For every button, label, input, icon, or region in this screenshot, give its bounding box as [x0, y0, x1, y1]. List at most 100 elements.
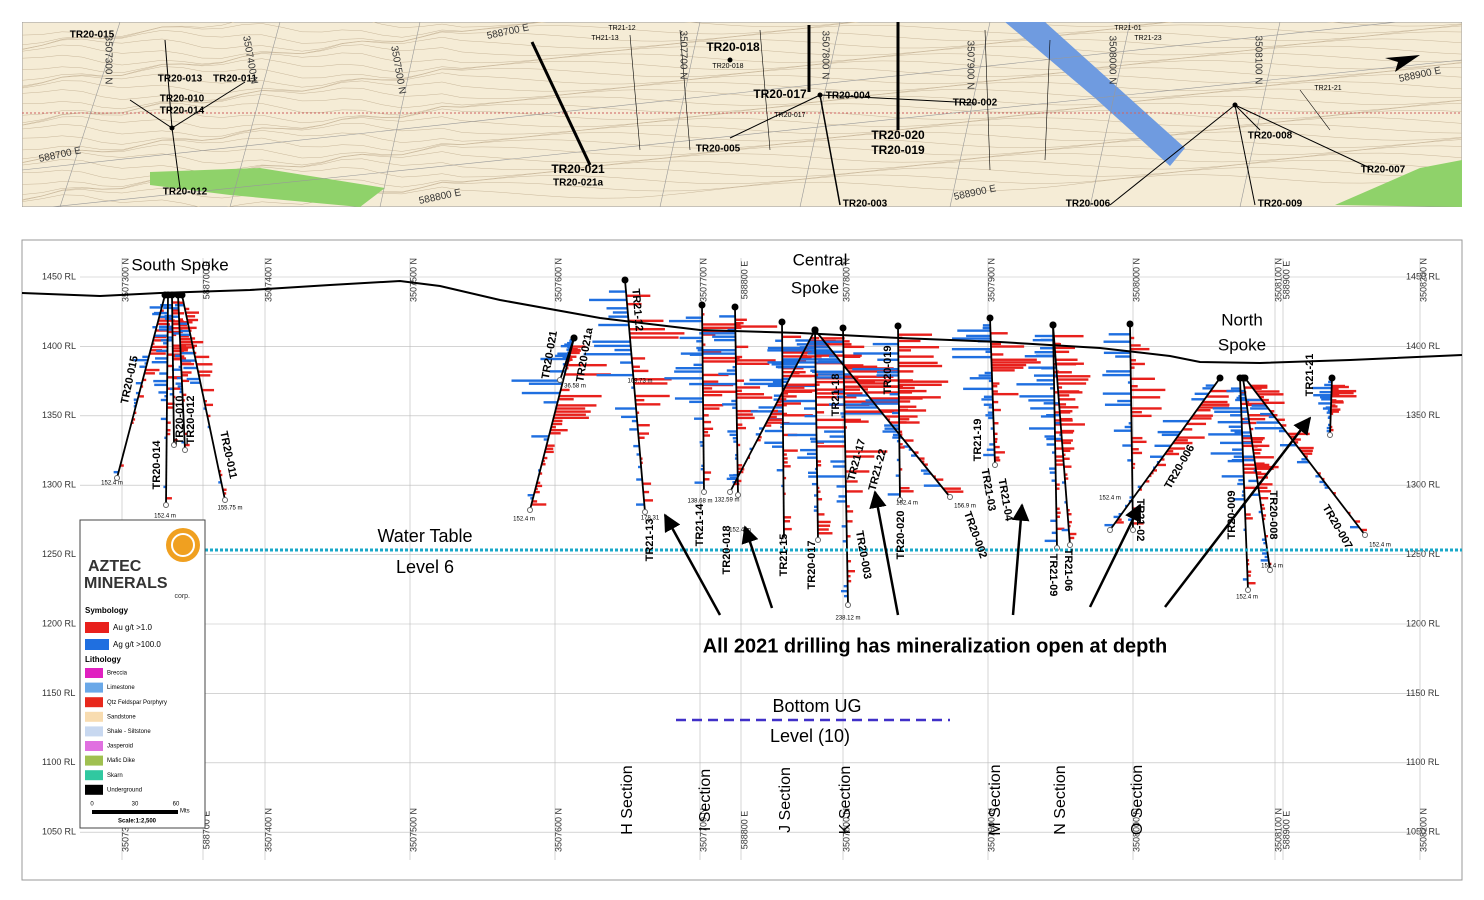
- assay-bar: [172, 358, 184, 361]
- legend-label: Shale - Siltstone: [107, 729, 151, 735]
- assay-bar: [186, 315, 196, 318]
- assay-bar: [1313, 394, 1332, 397]
- assay-bar: [1046, 443, 1056, 446]
- assay-bar: [1063, 453, 1066, 456]
- assay-bar: [198, 370, 213, 373]
- assay-bar: [898, 364, 943, 368]
- assay-bar: [180, 340, 193, 344]
- assay-bar: [550, 428, 568, 432]
- drill-hole: [842, 327, 849, 606]
- plan-hole-label: TR21-12: [608, 25, 635, 32]
- assay-bar: [155, 357, 168, 360]
- assay-bar: [813, 509, 818, 512]
- assay-bar: [735, 325, 778, 328]
- assay-bar: [1161, 458, 1165, 461]
- assay-bar: [179, 329, 190, 333]
- assay-bar: [876, 374, 899, 377]
- assay-bar: [1264, 555, 1269, 559]
- assay-bar: [1057, 386, 1063, 389]
- assay-bar: [1019, 395, 1055, 398]
- grid-label: 3507800 N: [841, 808, 851, 852]
- rl-label: 1300 RL: [42, 480, 76, 490]
- assay-bar: [1242, 490, 1245, 493]
- assay-bar: [1305, 455, 1308, 458]
- assay-bar: [1132, 522, 1144, 525]
- assay-bar: [951, 347, 992, 351]
- contour: [22, 62, 1462, 101]
- assay-bar: [782, 351, 818, 354]
- assay-bar: [992, 392, 1019, 396]
- assay-bar: [674, 397, 703, 400]
- rl-label: 1300 RL: [1406, 480, 1440, 490]
- assay-bar: [568, 346, 571, 349]
- assay-bar: [689, 382, 737, 386]
- assay-bar: [773, 394, 783, 397]
- assay-bar: [1131, 440, 1147, 444]
- callout: All 2021 drilling has mineralization ope…: [703, 635, 1168, 657]
- assay-bar: [1131, 448, 1139, 451]
- assay-bar: [1103, 340, 1131, 343]
- company: MINERALS: [84, 575, 168, 592]
- plan-hole-label: TR20-004: [826, 91, 871, 102]
- assay-bar: [838, 495, 847, 498]
- assay-bar: [817, 513, 825, 516]
- collar: [778, 318, 786, 326]
- bottom-ug-label: Bottom UG: [772, 696, 861, 716]
- drill-hole: [181, 294, 226, 501]
- assay-bar: [555, 407, 586, 410]
- assay-bar: [1269, 562, 1272, 566]
- grid-label: 588800 E: [739, 811, 749, 850]
- assay-bar: [808, 340, 844, 344]
- assay-bar: [632, 369, 649, 373]
- assay-bar: [989, 443, 995, 446]
- assay-bar: [181, 371, 192, 374]
- assay-bar: [1242, 456, 1274, 459]
- assay-bar: [1054, 423, 1085, 426]
- assay-bar: [1124, 425, 1132, 429]
- assay-bar: [1050, 519, 1057, 522]
- assay-bar: [527, 494, 534, 497]
- assay-bar: [615, 407, 637, 410]
- assay-bar: [1130, 366, 1135, 369]
- assay-bar: [664, 377, 703, 380]
- assay-bar: [736, 393, 765, 396]
- assay-bar: [1055, 362, 1084, 365]
- assay-bar: [1067, 509, 1070, 512]
- rl-label: 1150 RL: [42, 688, 75, 698]
- assay-bar: [1131, 396, 1161, 399]
- assay-bar: [882, 430, 898, 433]
- assay-bar: [732, 365, 736, 369]
- assay-bar: [1289, 435, 1296, 438]
- assay-bar: [736, 386, 761, 389]
- grid-line: [799, 22, 841, 207]
- plan-grid-label: 3507700 N: [677, 31, 688, 80]
- assay-bar: [1263, 401, 1285, 405]
- assay-bar: [151, 361, 168, 364]
- assay-bar: [1058, 394, 1070, 397]
- assay-bar: [638, 436, 645, 439]
- assay-bar: [166, 432, 171, 436]
- assay-bar: [735, 453, 738, 457]
- assay-bar: [1050, 387, 1055, 390]
- assay-bar: [1206, 395, 1229, 398]
- drill-hole: [116, 294, 166, 479]
- assay-bar: [1319, 480, 1325, 484]
- assay-bar: [552, 419, 563, 423]
- collar: [178, 291, 186, 299]
- drill-trace: [1234, 104, 1256, 206]
- assay-bar: [637, 424, 650, 427]
- assay-bar: [1028, 399, 1055, 402]
- assay-bar: [1292, 438, 1301, 441]
- assay-bar: [552, 422, 563, 426]
- plan-hole-label: TR21-01: [1114, 25, 1141, 32]
- assay-bar: [1044, 539, 1057, 543]
- assay-bar: [689, 400, 704, 404]
- assay-bar: [899, 446, 905, 449]
- assay-bar: [1194, 392, 1209, 396]
- assay-bar: [567, 341, 573, 345]
- assay-bar: [816, 411, 825, 414]
- assay-bar: [759, 427, 764, 430]
- assay-bar: [1129, 496, 1133, 499]
- drill-trace: [984, 29, 991, 171]
- assay-bar: [1196, 409, 1211, 412]
